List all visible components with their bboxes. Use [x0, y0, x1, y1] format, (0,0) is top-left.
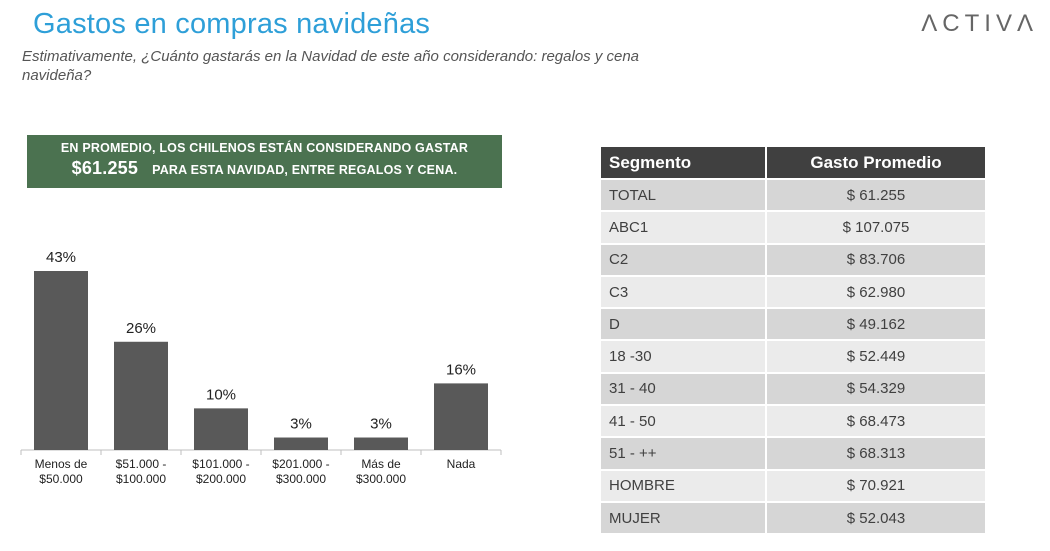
- average-spend-cell: $ 83.706: [766, 243, 985, 277]
- category-label: Menos de: [35, 457, 88, 471]
- header-segmento: Segmento: [601, 147, 767, 180]
- table-row: D $ 49.162: [601, 308, 985, 342]
- segment-cell: 18 -30: [601, 340, 767, 374]
- category-label: $201.000 -: [272, 457, 329, 471]
- spend-bar-chart: 43% Menos de$50.000 26% $51.000 -$100.000 10…: [20, 249, 502, 486]
- category-label: $100.000: [116, 472, 166, 486]
- data-label: 10%: [206, 386, 236, 403]
- category-label: $300.000: [356, 472, 406, 486]
- category-label: $50.000: [39, 472, 83, 486]
- table-row: C3 $ 62.980: [601, 275, 985, 310]
- average-spend-cell: $ 61.255: [766, 179, 985, 213]
- average-spend-cell: $ 68.313: [766, 437, 985, 471]
- table-row: MUJER $ 52.043: [601, 501, 985, 536]
- banner-line-2: $61.255 PARA ESTA NAVIDAD, ENTRE REGALOS …: [27, 158, 502, 179]
- bar: [114, 341, 168, 450]
- table-row: HOMBRE $ 70.921: [601, 469, 985, 503]
- segment-cell: 41 - 50: [601, 405, 767, 439]
- table-row: C2 $ 83.706: [601, 243, 985, 277]
- bar: [34, 271, 88, 450]
- table-header-row: Segmento Gasto Promedio: [601, 147, 985, 180]
- average-spend-cell: $ 52.449: [766, 340, 985, 374]
- banner-amount: $61.255: [71, 158, 139, 178]
- segment-table: Segmento Gasto Promedio TOTAL $ 61.255 ABC…: [601, 147, 985, 536]
- page-title: Gastos en compras navideñas: [33, 8, 431, 40]
- data-label: 43%: [46, 249, 76, 266]
- segment-cell: C3: [601, 275, 767, 310]
- category-label: Más de: [361, 457, 401, 471]
- segment-cell: 51 - ++: [601, 437, 767, 471]
- category-label: $300.000: [276, 472, 326, 486]
- data-label: 3%: [370, 416, 392, 433]
- table-row: 51 - ++ $ 68.313: [601, 437, 985, 471]
- category-label: Nada: [447, 457, 476, 471]
- bar: [354, 437, 408, 450]
- average-spend-cell: $ 52.043: [766, 501, 985, 536]
- segment-cell: TOTAL: [601, 179, 767, 213]
- banner-line-1: EN PROMEDIO, LOS CHILENOS ESTÁN CONSIDER…: [60, 141, 469, 155]
- bar: [194, 408, 248, 450]
- segment-cell: MUJER: [601, 501, 767, 536]
- data-label: 26%: [126, 320, 156, 337]
- data-label: 16%: [446, 361, 476, 378]
- table-row: ABC1 $ 107.075: [601, 211, 985, 245]
- data-label: 3%: [290, 416, 312, 433]
- average-spend-cell: $ 49.162: [766, 308, 985, 342]
- average-spend-banner: EN PROMEDIO, LOS CHILENOS ESTÁN CONSIDER…: [27, 135, 502, 188]
- segment-cell: ABC1: [601, 211, 767, 245]
- average-spend-cell: $ 70.921: [766, 469, 985, 503]
- average-spend-cell: $ 68.473: [766, 405, 985, 439]
- segment-cell: D: [601, 308, 767, 342]
- segment-cell: HOMBRE: [601, 469, 767, 503]
- activa-logo: ΛCTIVΛ: [921, 10, 1038, 37]
- average-spend-cell: $ 62.980: [766, 275, 985, 310]
- average-spend-cell: $ 107.075: [766, 211, 985, 245]
- table-row: 41 - 50 $ 68.473: [601, 405, 985, 439]
- page-subtitle: Estimativamente, ¿Cuánto gastarás en la …: [22, 48, 640, 84]
- header-gasto-promedio: Gasto Promedio: [766, 147, 985, 180]
- category-label: $101.000 -: [192, 457, 249, 471]
- segment-cell: 31 - 40: [601, 372, 767, 407]
- table-row: 31 - 40 $ 54.329: [601, 372, 985, 407]
- segment-cell: C2: [601, 243, 767, 277]
- table-row: TOTAL $ 61.255: [601, 179, 985, 213]
- category-label: $51.000 -: [116, 457, 167, 471]
- table-row: 18 -30 $ 52.449: [601, 340, 985, 374]
- banner-line-2-text: PARA ESTA NAVIDAD, ENTRE REGALOS Y CENA.: [152, 163, 458, 177]
- category-label: $200.000: [196, 472, 246, 486]
- bar: [274, 437, 328, 450]
- bar: [434, 383, 488, 450]
- average-spend-cell: $ 54.329: [766, 372, 985, 407]
